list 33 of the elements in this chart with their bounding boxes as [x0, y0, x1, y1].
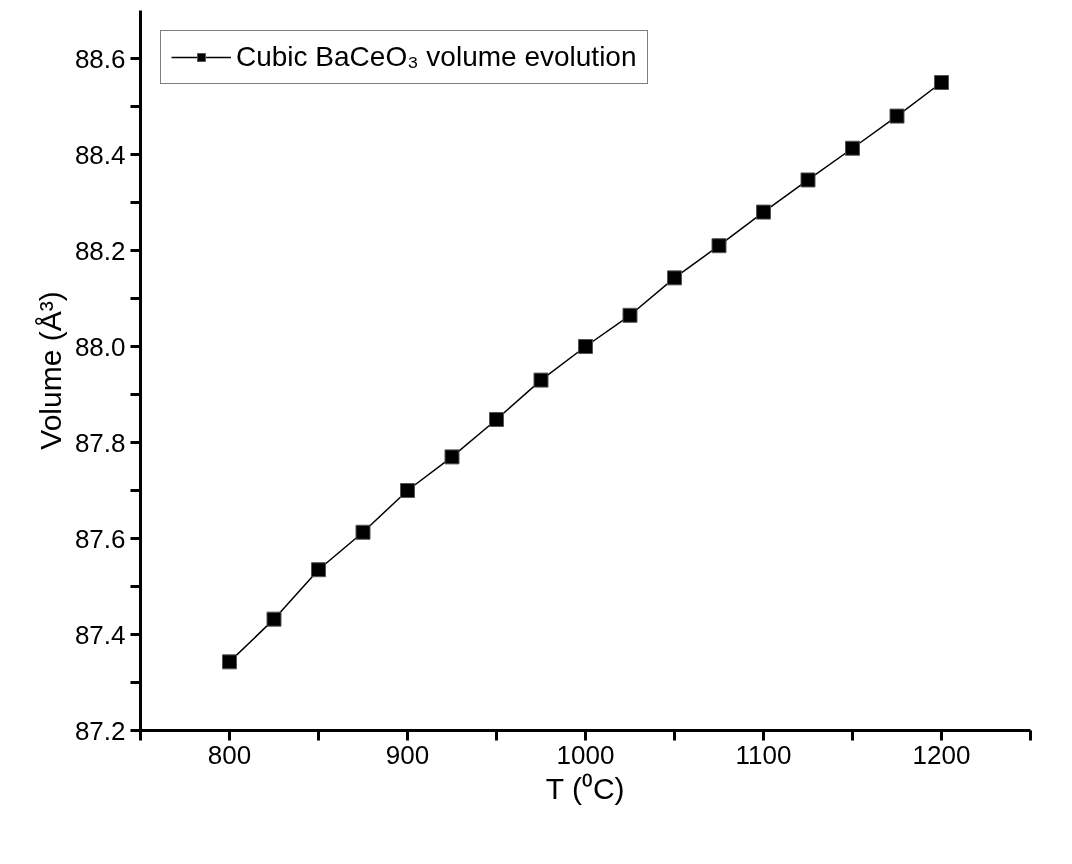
x-tick-label: 800 [207, 739, 252, 770]
y-tick-label: 88.4 [74, 139, 126, 170]
point [489, 411, 504, 427]
point [400, 483, 415, 498]
y-tick-label: 88.6 [74, 43, 126, 74]
point [845, 140, 860, 156]
x-tick-label: 1100 [735, 739, 792, 770]
point [711, 238, 727, 254]
point [222, 654, 237, 670]
point [934, 75, 949, 90]
point [578, 339, 593, 354]
y-tick-label: 88.2 [74, 235, 126, 266]
x-tick-label: 1200 [912, 739, 971, 770]
y-tick-label: 87.2 [74, 715, 126, 746]
point [667, 270, 682, 286]
x-tick-label: 900 [385, 739, 430, 770]
y-tick-label: 88.0 [74, 331, 126, 362]
y-tick-label: 87.6 [74, 523, 126, 554]
y-tick-label: 87.4 [74, 619, 126, 650]
point [756, 204, 771, 220]
point [311, 562, 326, 578]
legend-label: Cubic BaCeO₃ volume evolution [236, 41, 637, 73]
point [889, 108, 905, 124]
point [622, 307, 638, 323]
point [444, 449, 460, 465]
point [355, 524, 371, 540]
y-tick-label: 87.8 [74, 427, 126, 458]
x-axis-title: T (⁰C) [545, 771, 625, 805]
point [266, 611, 282, 627]
y-axis-title: Volume (Å³) [33, 291, 67, 450]
point [800, 172, 816, 188]
point [533, 372, 549, 388]
x-tick-label: 1000 [556, 739, 615, 770]
